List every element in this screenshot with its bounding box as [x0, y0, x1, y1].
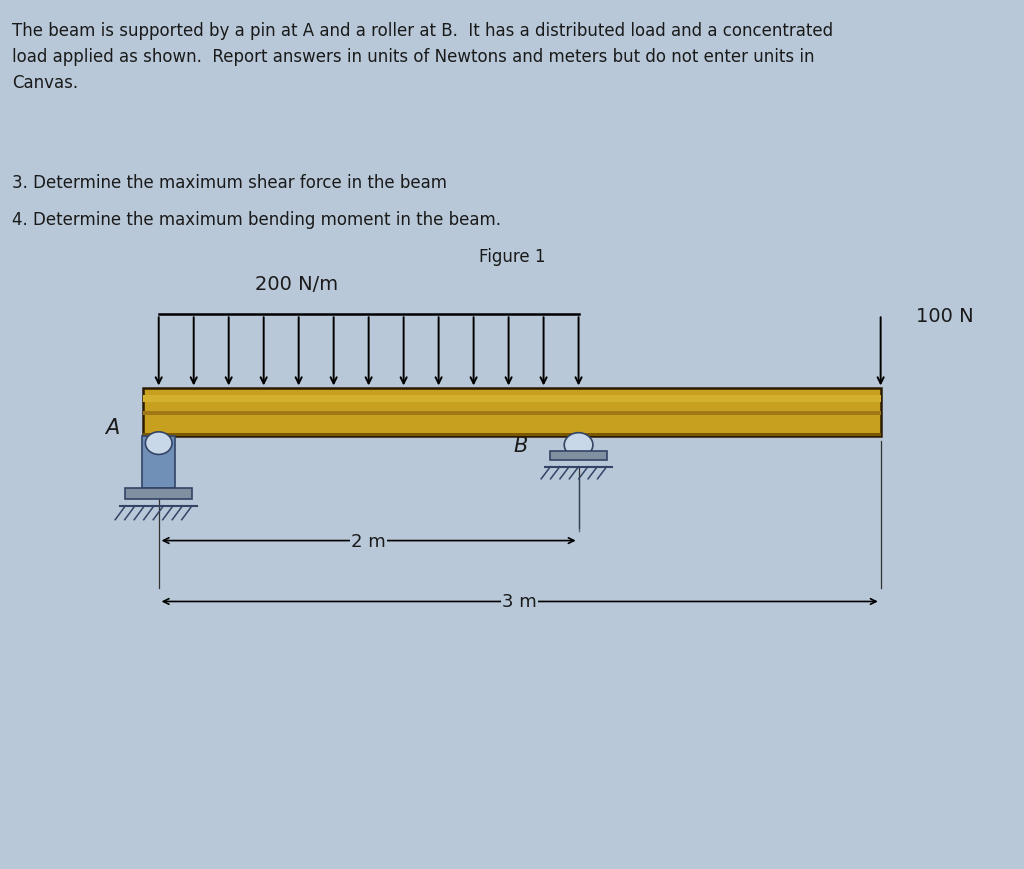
Circle shape [145, 432, 172, 455]
Text: load applied as shown.  Report answers in units of Newtons and meters but do not: load applied as shown. Report answers in… [12, 48, 815, 66]
Text: 4. Determine the maximum bending moment in the beam.: 4. Determine the maximum bending moment … [12, 210, 502, 229]
Text: 100 N: 100 N [916, 306, 974, 325]
Text: Figure 1: Figure 1 [479, 248, 545, 266]
Text: The beam is supported by a pin at A and a roller at B.  It has a distributed loa: The beam is supported by a pin at A and … [12, 22, 834, 40]
Bar [143, 389, 881, 436]
Text: 2 m: 2 m [351, 532, 386, 550]
Bar [143, 411, 881, 415]
Text: B: B [513, 435, 527, 455]
Text: 200 N/m: 200 N/m [255, 275, 339, 294]
Text: 3. Determine the maximum shear force in the beam: 3. Determine the maximum shear force in … [12, 174, 447, 192]
Text: Canvas.: Canvas. [12, 74, 79, 92]
Bar [143, 395, 881, 402]
Text: A: A [105, 418, 120, 438]
Bar [551, 452, 606, 461]
Bar [125, 488, 193, 499]
Bar [143, 434, 881, 436]
Circle shape [564, 433, 593, 457]
Bar [142, 436, 175, 488]
Text: 3 m: 3 m [503, 593, 537, 611]
